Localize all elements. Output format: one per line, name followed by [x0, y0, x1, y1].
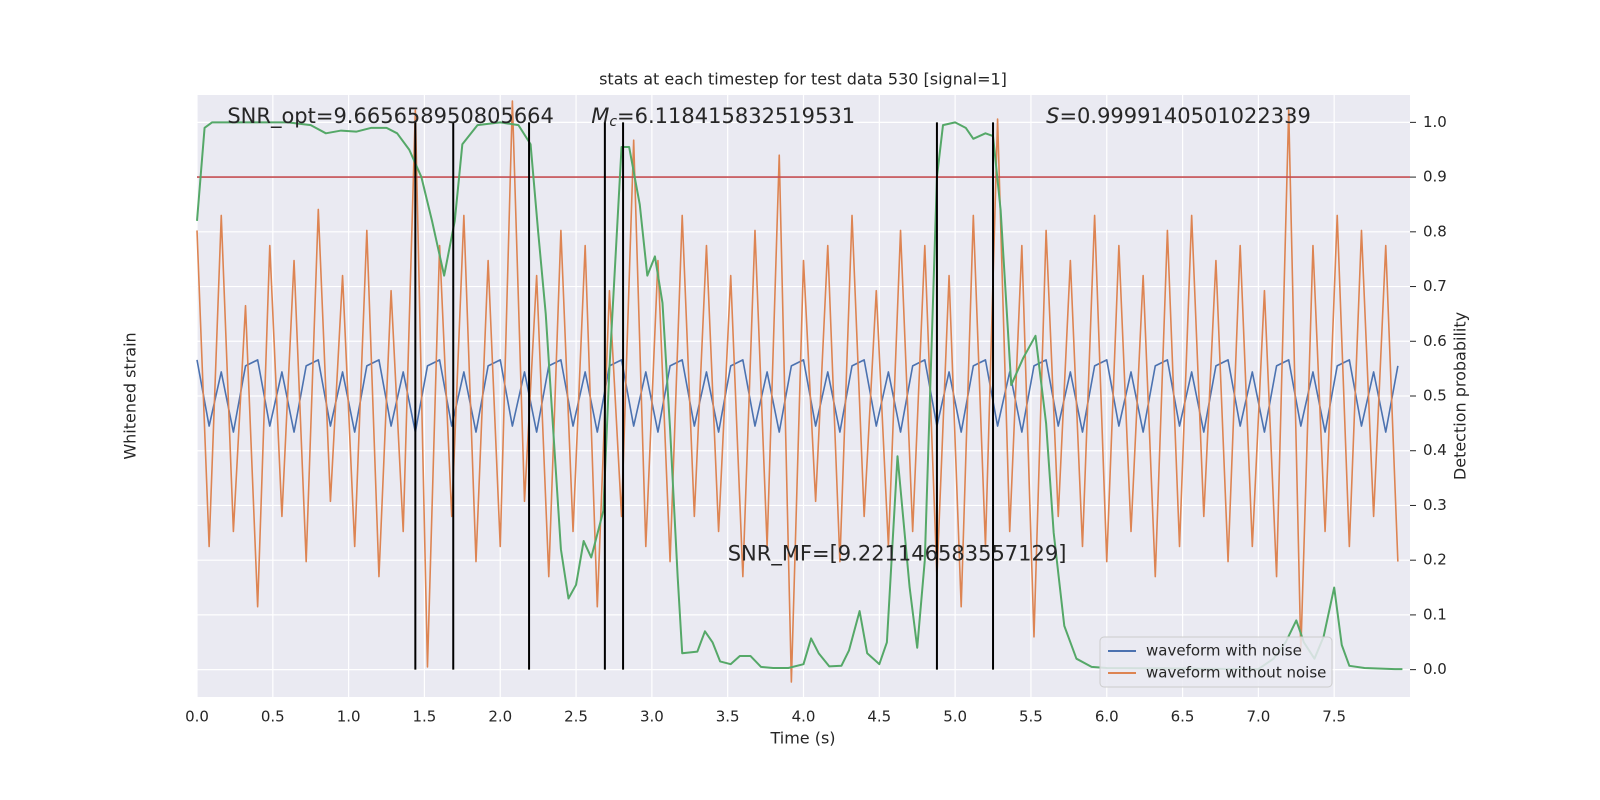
x-tick-label: 7.0 — [1246, 708, 1270, 726]
y2-tick-label: 0.1 — [1423, 605, 1447, 623]
y2-tick-label: 1.0 — [1423, 113, 1447, 131]
legend: waveform with noise waveform without nois… — [1099, 636, 1333, 688]
annotation-symbol: M — [591, 104, 609, 128]
x-tick-label: 2.5 — [564, 708, 588, 726]
x-tick-label: 3.0 — [640, 708, 664, 726]
series-line — [196, 121, 1403, 671]
annotation: Mc=6.118415832519531 — [591, 104, 855, 130]
annotation-symbol: S — [1046, 104, 1059, 128]
y2-tick-label: 0.3 — [1423, 496, 1447, 514]
y2-tick-label: 0.9 — [1423, 168, 1447, 186]
x-tick-label: 6.5 — [1171, 708, 1195, 726]
y2-tick-label: 0.6 — [1423, 332, 1447, 350]
x-tick-label: 3.5 — [716, 708, 740, 726]
annotation: SNR_MF=[9.221146583557129] — [728, 542, 1067, 567]
annotation-text: =6.118415832519531 — [617, 104, 855, 128]
x-axis-label: Time (s) — [769, 729, 835, 748]
legend-box — [1099, 636, 1333, 688]
y2-tick-label: 0.0 — [1423, 660, 1447, 678]
y2-tick-label: 0.7 — [1423, 277, 1447, 295]
annotation-text: =0.9999140501022339 — [1059, 104, 1310, 128]
y2-tick-label: 0.4 — [1423, 441, 1447, 459]
chart-title: stats at each timestep for test data 530… — [599, 70, 1007, 89]
y2-axis-label: Detection probability — [1451, 312, 1470, 480]
annotation: S=0.9999140501022339 — [1046, 104, 1311, 128]
legend-label: waveform without noise — [1146, 664, 1326, 682]
x-tick-label: 1.5 — [413, 708, 437, 726]
x-tick-label: 4.5 — [867, 708, 891, 726]
annotation: SNR_opt=9.665658950805664 — [227, 104, 554, 129]
x-tick-label: 2.0 — [488, 708, 512, 726]
y2-tick-label: 0.8 — [1423, 222, 1447, 240]
x-tick-label: 0.0 — [185, 708, 209, 726]
legend-label: waveform with noise — [1146, 642, 1302, 660]
y2-tick-label: 0.2 — [1423, 551, 1447, 569]
x-tick-label: 6.0 — [1095, 708, 1119, 726]
x-tick-label: 1.0 — [337, 708, 361, 726]
y-axis-label: Whitened strain — [121, 332, 140, 459]
x-tick-label: 5.0 — [943, 708, 967, 726]
x-tick-label: 4.0 — [792, 708, 816, 726]
x-tick-label: 7.5 — [1322, 708, 1346, 726]
y2-tick-label: 0.5 — [1423, 387, 1447, 405]
x-tick-label: 0.5 — [261, 708, 285, 726]
annotation-subscript: c — [609, 114, 617, 130]
x-tick-label: 5.5 — [1019, 708, 1043, 726]
series-line — [196, 100, 1399, 683]
